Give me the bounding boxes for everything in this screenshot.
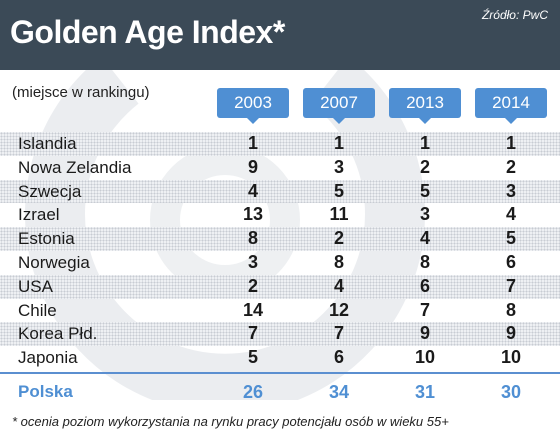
country-label: Nowa Zelandia	[18, 157, 132, 177]
country-label: Japonia	[18, 348, 78, 368]
rank-value: 13	[242, 204, 264, 225]
table-row: Estonia 8 2 4 5	[0, 227, 560, 251]
rank-value: 9	[419, 323, 430, 344]
year-header-2003: 2003	[217, 88, 289, 124]
country-label-polska: Polska	[18, 382, 73, 401]
country-label: Szwecja	[18, 181, 82, 201]
rank-value: 1	[505, 133, 516, 153]
chart-title: Golden Age Index*	[10, 14, 285, 50]
rank-value: 8	[333, 251, 344, 272]
year-header-2007: 2007	[303, 88, 375, 124]
table-row: Japonia 5 6 10 10	[0, 346, 560, 370]
rank-value: 1	[419, 133, 430, 153]
rank-value: 4	[247, 180, 258, 201]
rank-value: 8	[247, 228, 258, 249]
rank-value: 2	[247, 275, 258, 296]
highlight-row-polska: Polska 26 34 31 30	[0, 378, 560, 406]
rank-value: 11	[329, 204, 349, 225]
rank-value: 8	[419, 251, 430, 272]
country-label: Estonia	[18, 229, 75, 249]
rank-value: 14	[242, 299, 264, 320]
rank-value-polska: 31	[414, 382, 436, 402]
table-row: Islandia 1 1 1 1	[0, 132, 560, 156]
rank-value: 1	[247, 133, 258, 153]
rank-value: 2	[419, 156, 430, 177]
ranking-table: Islandia 1 1 1 1 Nowa Zelandia 9 3 2 2 Szwecja 4 5 5 3…	[0, 132, 560, 370]
rank-value: 5	[505, 228, 516, 249]
table-row: Chile 14 12 7 8	[0, 299, 560, 323]
rank-value-polska: 26	[242, 382, 264, 402]
country-label: Chile	[18, 300, 57, 320]
rank-value: 7	[419, 299, 430, 320]
rank-value: 6	[333, 347, 344, 368]
rank-value: 4	[419, 228, 430, 249]
rank-value: 10	[500, 347, 522, 368]
rank-value-polska: 30	[500, 382, 522, 402]
rank-value: 4	[333, 275, 344, 296]
country-label: Izrael	[18, 205, 60, 225]
table-row: USA 2 4 6 7	[0, 274, 560, 299]
country-label: Islandia	[18, 134, 77, 153]
rank-value: 10	[414, 347, 436, 368]
rank-value-polska: 34	[328, 382, 350, 402]
country-label: Korea Płd.	[18, 324, 98, 344]
chart-subtitle: (miejsce w rankingu)	[12, 84, 150, 101]
rank-value: 3	[419, 204, 430, 225]
table-row: Szwecja 4 5 5 3	[0, 179, 560, 204]
country-label: USA	[18, 276, 53, 296]
rank-value: 3	[505, 180, 516, 201]
table-row: Korea Płd. 7 7 9 9	[0, 322, 560, 347]
year-header-2014: 2014	[475, 88, 547, 124]
table-row: Norwegia 3 8 8 6	[0, 251, 560, 275]
rank-value: 7	[333, 323, 344, 344]
rank-value: 4	[505, 204, 516, 225]
table-row: Izrael 13 11 3 4	[0, 203, 560, 227]
rank-value: 8	[505, 299, 516, 320]
year-header-2013: 2013	[389, 88, 461, 124]
rank-value: 3	[333, 156, 344, 177]
rank-value: 9	[505, 323, 516, 344]
rank-value: 7	[505, 275, 516, 296]
rank-value: 6	[505, 251, 516, 272]
rank-value: 2	[505, 156, 516, 177]
rank-value: 1	[333, 133, 344, 153]
rank-value: 12	[328, 299, 350, 320]
rank-value: 5	[247, 347, 258, 368]
rank-value: 5	[419, 180, 430, 201]
rank-value: 5	[333, 180, 344, 201]
source-label: Źródło: PwC	[481, 8, 548, 22]
table-row: Nowa Zelandia 9 3 2 2	[0, 156, 560, 180]
year-header-row: 2003 2007 2013 2014	[0, 88, 560, 124]
rank-value: 6	[419, 275, 430, 296]
country-label: Norwegia	[18, 252, 90, 272]
separator-line	[0, 372, 560, 374]
header-bar: Golden Age Index* Źródło: PwC	[0, 0, 560, 70]
footnote: * ocenia poziom wykorzystania na rynku p…	[12, 414, 449, 429]
rank-value: 3	[247, 251, 258, 272]
rank-value: 2	[333, 228, 344, 249]
rank-value: 7	[247, 323, 258, 344]
rank-value: 9	[247, 156, 258, 177]
